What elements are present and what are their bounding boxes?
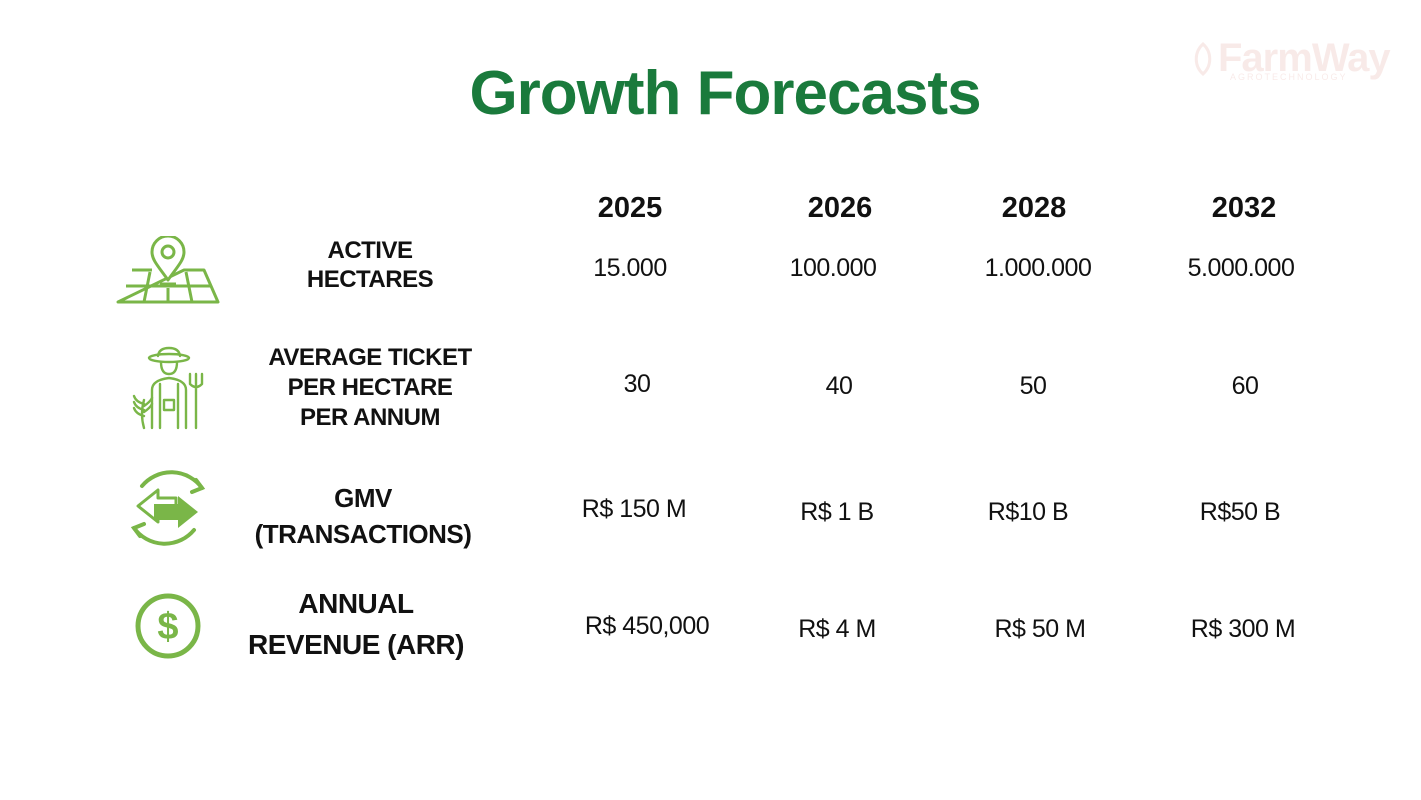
year-header-2025: 2025 [597,192,663,224]
row-label-average-ticket: AVERAGE TICKET PER HECTARE PER ANNUM [250,343,490,432]
cell-gmv-2026: R$ 1 B [800,498,874,526]
cell-active-hectares-2025: 15.000 [593,254,667,282]
cell-average-ticket-2026: 40 [825,372,853,400]
logo-leaf-icon [1194,42,1212,76]
label-line: GMV [334,483,392,513]
row-label-active-hectares: ACTIVE HECTARES [250,236,490,295]
label-line: (TRANSACTIONS) [254,519,472,550]
cell-annual-revenue-2025: R$ 450,000 [584,612,710,640]
cell-average-ticket-2032: 60 [1231,372,1259,400]
exchange-arrows-icon [130,470,206,546]
label-line: AVERAGE TICKET [268,344,472,371]
cell-average-ticket-2025: 30 [623,370,651,398]
cell-gmv-2028: R$10 B [987,498,1069,526]
label-line: HECTARES [306,266,434,294]
year-header-2032: 2032 [1211,192,1277,224]
cell-active-hectares-2026: 100.000 [789,254,877,282]
brand-logo: FarmWay AGROTECHNOLOGY [1190,36,1410,86]
row-label-gmv: GMV (TRANSACTIONS) [236,480,490,553]
label-line: ACTIVE [327,237,413,264]
year-header-2026: 2026 [807,192,873,224]
svg-text:$: $ [157,606,178,648]
map-pin-icon [116,236,220,304]
cell-average-ticket-2028: 50 [1019,372,1047,400]
cell-gmv-2032: R$50 B [1199,498,1281,526]
cell-annual-revenue-2028: R$ 50 M [994,615,1086,643]
label-line: PER HECTARE [287,373,453,401]
label-line: PER ANNUM [300,403,440,431]
label-line: ANNUAL [298,588,414,619]
logo-name: FarmWay [1218,36,1391,80]
row-label-annual-revenue: ANNUAL REVENUE (ARR) [236,584,476,665]
logo-tagline: AGROTECHNOLOGY [1230,72,1348,82]
cell-active-hectares-2032: 5.000.000 [1187,254,1295,282]
year-header-2028: 2028 [1001,192,1067,224]
cell-active-hectares-2028: 1.000.000 [984,254,1092,282]
dollar-icon: $ [135,593,201,659]
cell-annual-revenue-2026: R$ 4 M [798,615,876,643]
label-line: REVENUE (ARR) [248,628,464,660]
farmer-icon [132,346,204,430]
page-title: Growth Forecasts [469,59,981,128]
cell-gmv-2025: R$ 150 M [581,495,687,523]
cell-annual-revenue-2032: R$ 300 M [1190,615,1296,643]
